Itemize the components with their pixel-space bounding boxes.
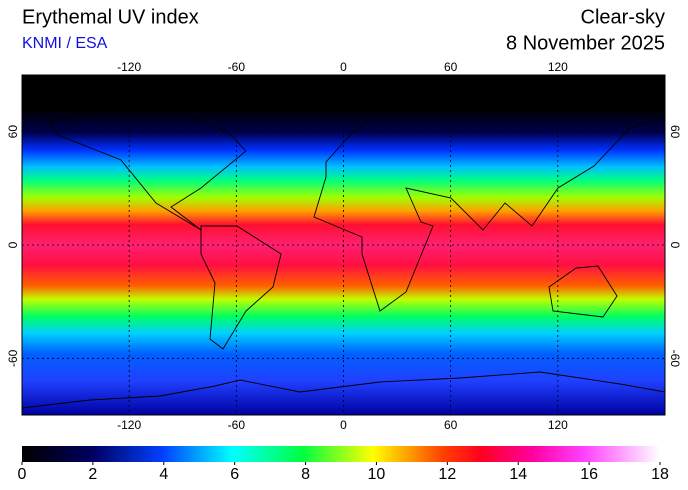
coastlines xyxy=(21,102,666,409)
colorbar-tick-label: 14 xyxy=(509,466,527,483)
antarctica xyxy=(21,371,666,409)
lon-tick-label-top: -120 xyxy=(117,60,141,74)
lon-tick-label-bottom: 0 xyxy=(340,418,347,432)
colorbar-tick-label: 12 xyxy=(438,466,456,483)
lon-tick-label-top: 0 xyxy=(340,60,347,74)
colorbar-tick-label: 16 xyxy=(580,466,598,483)
mode: Clear-sky xyxy=(581,6,665,28)
colorbar xyxy=(22,446,660,462)
north-america xyxy=(48,108,247,231)
lon-tick-label-top: 120 xyxy=(548,60,568,74)
colorbar-tick-label: 4 xyxy=(159,466,168,483)
lon-tick-label-bottom: 120 xyxy=(548,418,568,432)
lon-tick-label-bottom: -60 xyxy=(228,418,246,432)
lon-tick-label-top: -60 xyxy=(228,60,246,74)
lon-tick-label-bottom: 60 xyxy=(444,418,458,432)
colorbar-tick-label: 18 xyxy=(651,466,669,483)
colorbar-tick-label: 8 xyxy=(301,466,310,483)
eurasia-africa xyxy=(313,102,666,312)
source: KNMI / ESA xyxy=(22,35,108,52)
lat-tick-label-left: 0 xyxy=(6,241,20,248)
lat-tick-label-right: 60 xyxy=(668,125,682,139)
colorbar-tick-label: 10 xyxy=(368,466,386,483)
australia xyxy=(548,265,618,318)
lon-tick-label-top: 60 xyxy=(444,60,458,74)
colorbar-tick-label: 0 xyxy=(18,466,27,483)
colorbar-tick-label: 2 xyxy=(88,466,97,483)
lat-tick-label-right: -60 xyxy=(668,350,682,368)
lat-tick-label-left: -60 xyxy=(6,349,20,367)
lon-tick-label-bottom: -120 xyxy=(117,418,141,432)
south-america xyxy=(200,225,282,350)
title: Erythemal UV index xyxy=(22,6,199,28)
date: 8 November 2025 xyxy=(506,32,665,54)
colorbar-tick-label: 6 xyxy=(230,466,239,483)
lat-tick-label-left: 60 xyxy=(6,125,20,139)
lat-tick-label-right: 0 xyxy=(668,242,682,249)
